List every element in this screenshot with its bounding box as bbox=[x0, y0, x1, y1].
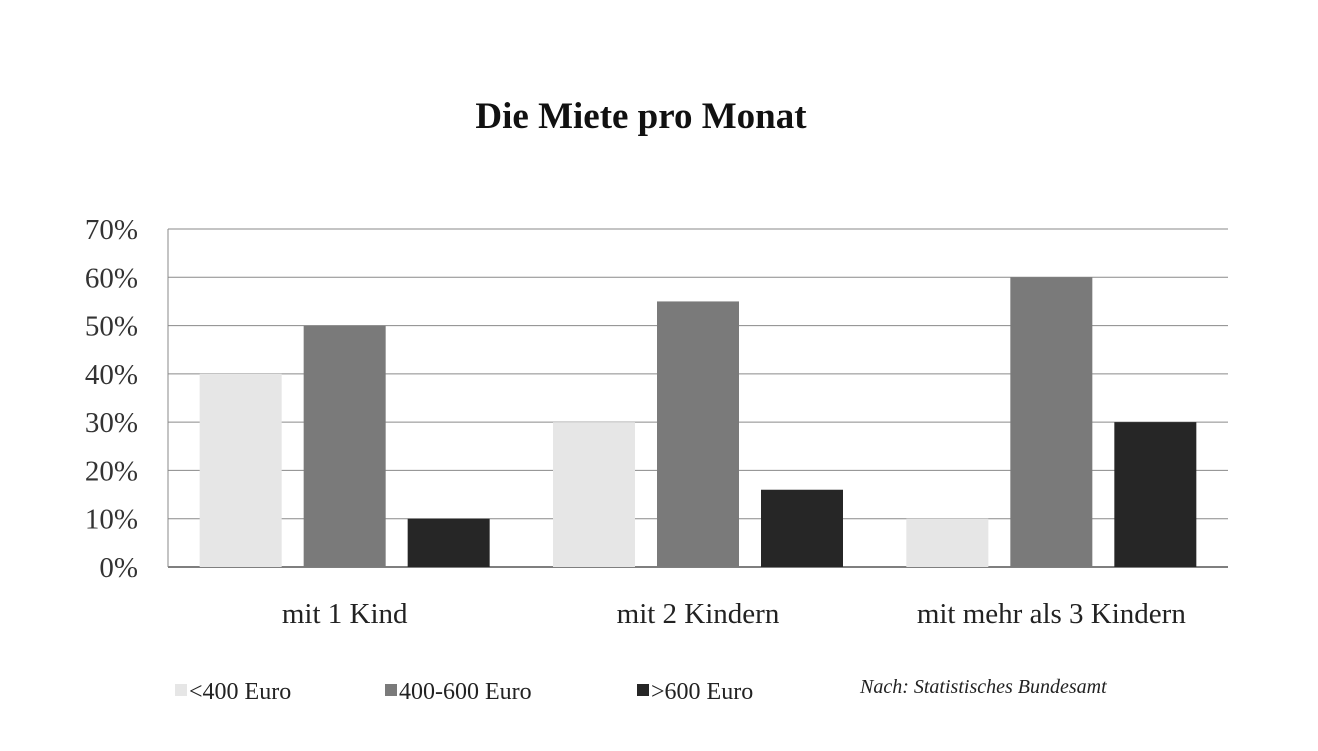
bar bbox=[407, 518, 490, 567]
bar bbox=[1114, 422, 1197, 567]
legend-label: 400-600 Euro bbox=[399, 679, 532, 705]
source-note: Nach: Statistisches Bundesamt bbox=[859, 676, 1107, 698]
legend-swatch bbox=[385, 684, 397, 696]
legend-label: <400 Euro bbox=[189, 679, 291, 705]
y-tick-label: 40% bbox=[85, 359, 138, 391]
bar bbox=[199, 373, 282, 567]
bar bbox=[761, 489, 843, 567]
x-tick-label: mit 1 Kind bbox=[282, 598, 408, 630]
y-tick-label: 50% bbox=[85, 311, 138, 343]
bar bbox=[303, 325, 386, 567]
legend-swatch bbox=[175, 684, 187, 696]
x-axis-labels: mit 1 Kind mit 2 Kindern mit mehr als 3 Ki… bbox=[282, 598, 1186, 630]
y-tick-label: 30% bbox=[85, 407, 138, 439]
bar bbox=[906, 518, 989, 567]
bar bbox=[1010, 277, 1093, 567]
y-tick-label: 10% bbox=[85, 504, 138, 536]
y-tick-label: 70% bbox=[85, 214, 138, 246]
bars bbox=[199, 277, 1197, 567]
y-tick-label: 0% bbox=[99, 552, 138, 584]
x-tick-label: mit 2 Kindern bbox=[617, 598, 780, 630]
x-tick-label: mit mehr als 3 Kindern bbox=[917, 598, 1187, 630]
chart-title: Die Miete pro Monat bbox=[475, 96, 807, 137]
bar bbox=[553, 422, 635, 567]
bar bbox=[657, 301, 739, 567]
legend-swatch bbox=[637, 684, 649, 696]
y-tick-label: 20% bbox=[85, 455, 138, 487]
legend: <400 Euro 400-600 Euro >600 Euro bbox=[175, 679, 753, 705]
y-tick-label: 60% bbox=[85, 262, 138, 294]
legend-label: >600 Euro bbox=[651, 679, 753, 705]
y-axis: 0% 10% 20% 30% 40% 50% 60% 70% bbox=[85, 214, 169, 584]
